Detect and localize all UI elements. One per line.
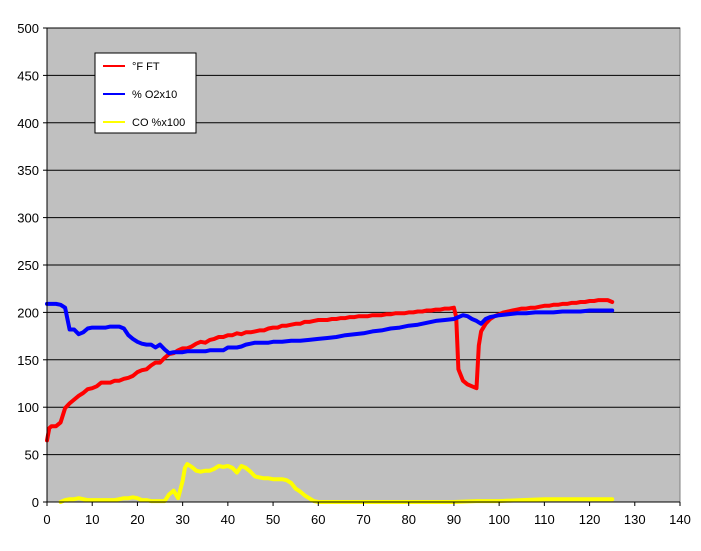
x-tick-label-70: 70	[356, 512, 370, 527]
x-tick-label-10: 10	[85, 512, 99, 527]
y-tick-label-500: 500	[17, 21, 39, 36]
y-tick-label-450: 450	[17, 68, 39, 83]
x-tick-label-120: 120	[579, 512, 601, 527]
y-tick-label-100: 100	[17, 400, 39, 415]
y-tick-label-150: 150	[17, 353, 39, 368]
x-tick-label-20: 20	[130, 512, 144, 527]
y-tick-label-50: 50	[25, 448, 39, 463]
x-tick-label-140: 140	[669, 512, 691, 527]
x-tick-label-80: 80	[401, 512, 415, 527]
x-tick-label-50: 50	[266, 512, 280, 527]
y-tick-label-300: 300	[17, 211, 39, 226]
x-tick-label-130: 130	[624, 512, 646, 527]
x-tick-label-90: 90	[447, 512, 461, 527]
legend-label-2: % O2x10	[132, 89, 177, 101]
x-tick-label-30: 30	[175, 512, 189, 527]
legend-label-3: CO %x100	[132, 117, 185, 129]
y-tick-label-250: 250	[17, 258, 39, 273]
y-tick-label-400: 400	[17, 116, 39, 131]
legend: °F FT % O2x10 CO %x100	[94, 52, 197, 134]
series-line-1	[45, 298, 615, 443]
y-tick-label-350: 350	[17, 163, 39, 178]
series-line-2	[45, 301, 615, 356]
x-tick-label-40: 40	[221, 512, 235, 527]
x-tick-label-100: 100	[488, 512, 510, 527]
x-tick-label-0: 0	[43, 512, 50, 527]
x-axis-ticks: 0 10 20 30 40 50 60 70 80 90 100 110 120 130 140	[43, 502, 691, 527]
y-axis-ticks: 0 50 100 150 200 250 300 350 400 450 500	[17, 21, 47, 510]
y-tick-label-200: 200	[17, 305, 39, 320]
x-tick-label-110: 110	[534, 512, 555, 527]
x-tick-label-60: 60	[311, 512, 325, 527]
legend-label-1: °F FT	[132, 61, 160, 73]
y-tick-label-0: 0	[32, 495, 39, 510]
